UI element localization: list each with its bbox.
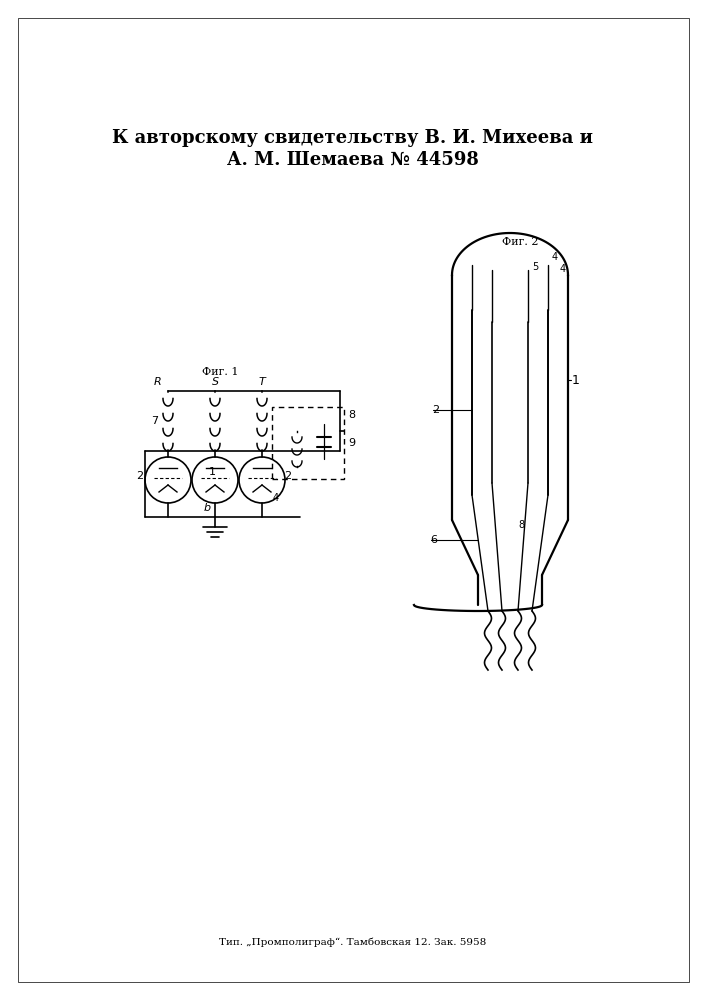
Text: T: T [259, 377, 265, 387]
Text: 2: 2 [136, 471, 144, 481]
Text: 2: 2 [284, 471, 291, 481]
Text: R: R [154, 377, 162, 387]
Text: 8: 8 [348, 410, 355, 420]
Text: 4: 4 [273, 493, 279, 503]
Text: 4: 4 [552, 252, 558, 262]
Text: 6: 6 [430, 535, 437, 545]
Text: 2: 2 [432, 405, 439, 415]
Text: b: b [204, 503, 211, 513]
Text: Фиг. 2: Фиг. 2 [502, 237, 538, 247]
Text: Фиг. 1: Фиг. 1 [201, 367, 238, 377]
Text: Тип. „Промполиграф“. Тамбовская 12. Зак. 5958: Тип. „Промполиграф“. Тамбовская 12. Зак.… [219, 937, 486, 947]
Text: 1: 1 [209, 467, 216, 477]
Text: 9: 9 [348, 438, 355, 448]
Text: 1: 1 [572, 373, 580, 386]
Bar [272, 407, 344, 479]
Text: А. М. Шемаева № 44598: А. М. Шемаева № 44598 [227, 151, 479, 169]
Text: S: S [211, 377, 218, 387]
Text: 8: 8 [518, 520, 524, 530]
Text: 5: 5 [532, 262, 538, 272]
Text: К авторскому свидетельству В. И. Михеева и: К авторскому свидетельству В. И. Михеева… [112, 129, 593, 147]
Text: 4: 4 [560, 264, 566, 274]
Text: 7: 7 [151, 416, 158, 426]
